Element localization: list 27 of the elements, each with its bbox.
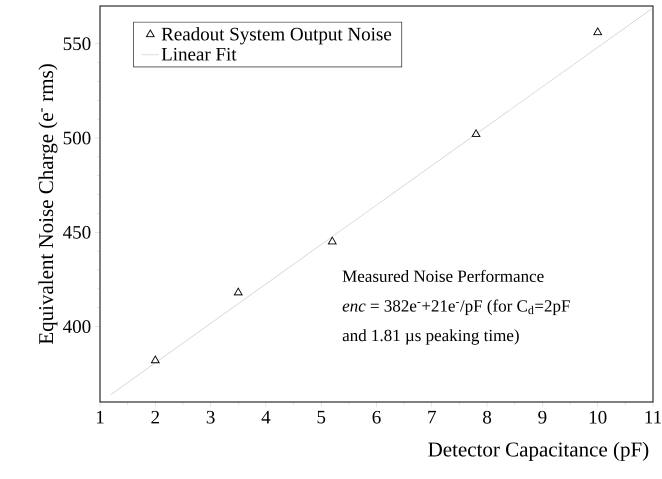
annotation: enc = 382e$^{-}$+21e$^{-}$/pF (for C$_{d}$=2pF (342, 300, 570, 316)
x-tick-label: 9 (538, 410, 546, 424)
point (472, 129, 480, 137)
x-tick-label: 2 (151, 410, 160, 424)
legend-label: Readout System Output Noise (162, 27, 392, 44)
point (234, 288, 243, 296)
annotation: Measured Noise Performance (342, 270, 544, 282)
point (150, 356, 160, 364)
x-tick-label: 6 (372, 410, 381, 424)
x-tick-label: 4 (262, 410, 270, 424)
legend-label: Linear Fit (162, 48, 236, 61)
x-tick-label: 10 (590, 410, 606, 424)
x-tick-label: 8 (483, 410, 492, 424)
y-tick-label: 500 (64, 132, 90, 144)
x-axis-title: Detector Capacitance (pF) (428, 442, 648, 461)
y-axis-title: Equivalent Noise Charge (e$^{-}$ rms) (38, 64, 58, 344)
y-tick-label: 550 (64, 37, 90, 50)
annotation: and 1.81 µs peaking time) (342, 329, 519, 345)
point (328, 236, 337, 244)
x-tick-label: 1 (96, 410, 104, 424)
x-tick-label: 5 (318, 410, 326, 424)
x-tick-label: 7 (428, 410, 436, 424)
x-tick-label: 11 (646, 410, 662, 424)
x-tick-label: 3 (206, 410, 215, 424)
y-tick-label: 450 (63, 226, 90, 239)
y-tick-label: 400 (63, 320, 90, 333)
point (593, 27, 602, 36)
